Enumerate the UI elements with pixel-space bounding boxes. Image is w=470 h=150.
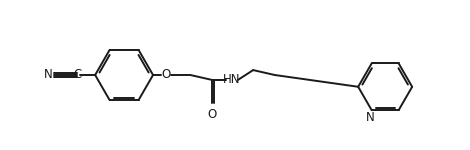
Text: O: O bbox=[161, 69, 171, 81]
Text: C: C bbox=[73, 69, 82, 81]
Text: HN: HN bbox=[223, 73, 240, 86]
Text: N: N bbox=[366, 111, 375, 124]
Text: O: O bbox=[207, 108, 217, 121]
Text: N: N bbox=[44, 69, 53, 81]
